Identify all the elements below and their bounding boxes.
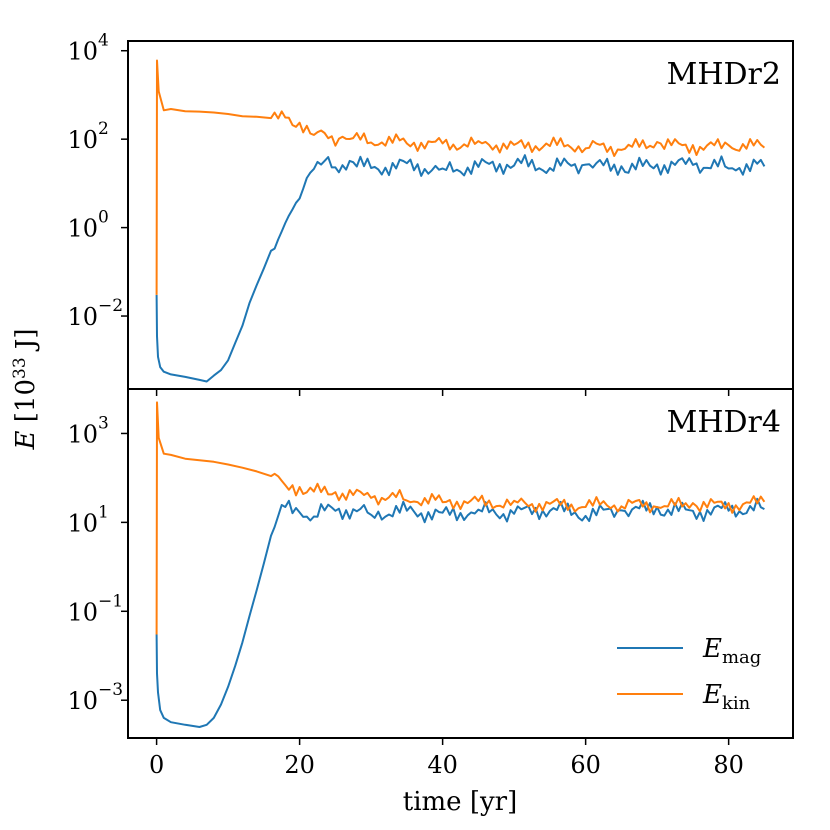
legend-label-mag: Emag — [702, 634, 761, 668]
x-tick-label: 0 — [149, 751, 164, 779]
plot-frame — [127, 388, 794, 739]
x-tick-label: 20 — [284, 751, 315, 779]
series-lines — [155, 401, 766, 728]
plot-frame — [127, 40, 794, 390]
y-tick-label: 10 — [67, 509, 98, 537]
x-axis-label: time [yr] — [403, 787, 517, 817]
series-line-e-mag — [155, 154, 766, 383]
y-tick-label: 10 — [67, 126, 98, 154]
y-tick-exponent: −3 — [98, 680, 123, 700]
series-lines — [155, 59, 766, 383]
y-tick-label: 10 — [67, 303, 98, 331]
y-tick-exponent: 4 — [98, 31, 109, 51]
y-tick-exponent: 2 — [98, 119, 109, 139]
y-tick-exponent: 0 — [98, 208, 109, 228]
y-tick-label: 10 — [67, 420, 98, 448]
y-tick-exponent: −1 — [98, 591, 123, 611]
x-tick-label: 80 — [713, 751, 744, 779]
y-tick-exponent: −2 — [98, 296, 123, 316]
series-line-e-kin — [155, 59, 766, 295]
y-tick-label: 10 — [67, 38, 98, 66]
series-line-e-mag — [155, 497, 765, 728]
panel-title: MHDr4 — [667, 405, 781, 440]
y-tick-label: 10 — [67, 215, 98, 243]
x-ticks — [155, 389, 730, 396]
x-tick-label: 60 — [570, 751, 601, 779]
series-line-e-kin — [155, 401, 766, 635]
legend-label-kin: Ekin — [702, 680, 751, 714]
y-tick-exponent: 3 — [98, 413, 109, 433]
x-ticks: 0 20 40 60 80 — [149, 738, 744, 779]
y-tick-label: 10 — [67, 687, 98, 715]
y-tick-label: 10 — [67, 598, 98, 626]
panel-title: MHDr2 — [667, 57, 781, 92]
x-tick-label: 40 — [427, 751, 458, 779]
y-axis-label: E [1033 J] — [10, 329, 41, 451]
y-tick-exponent: 1 — [98, 502, 109, 522]
legend: Emag Ekin — [617, 634, 761, 714]
